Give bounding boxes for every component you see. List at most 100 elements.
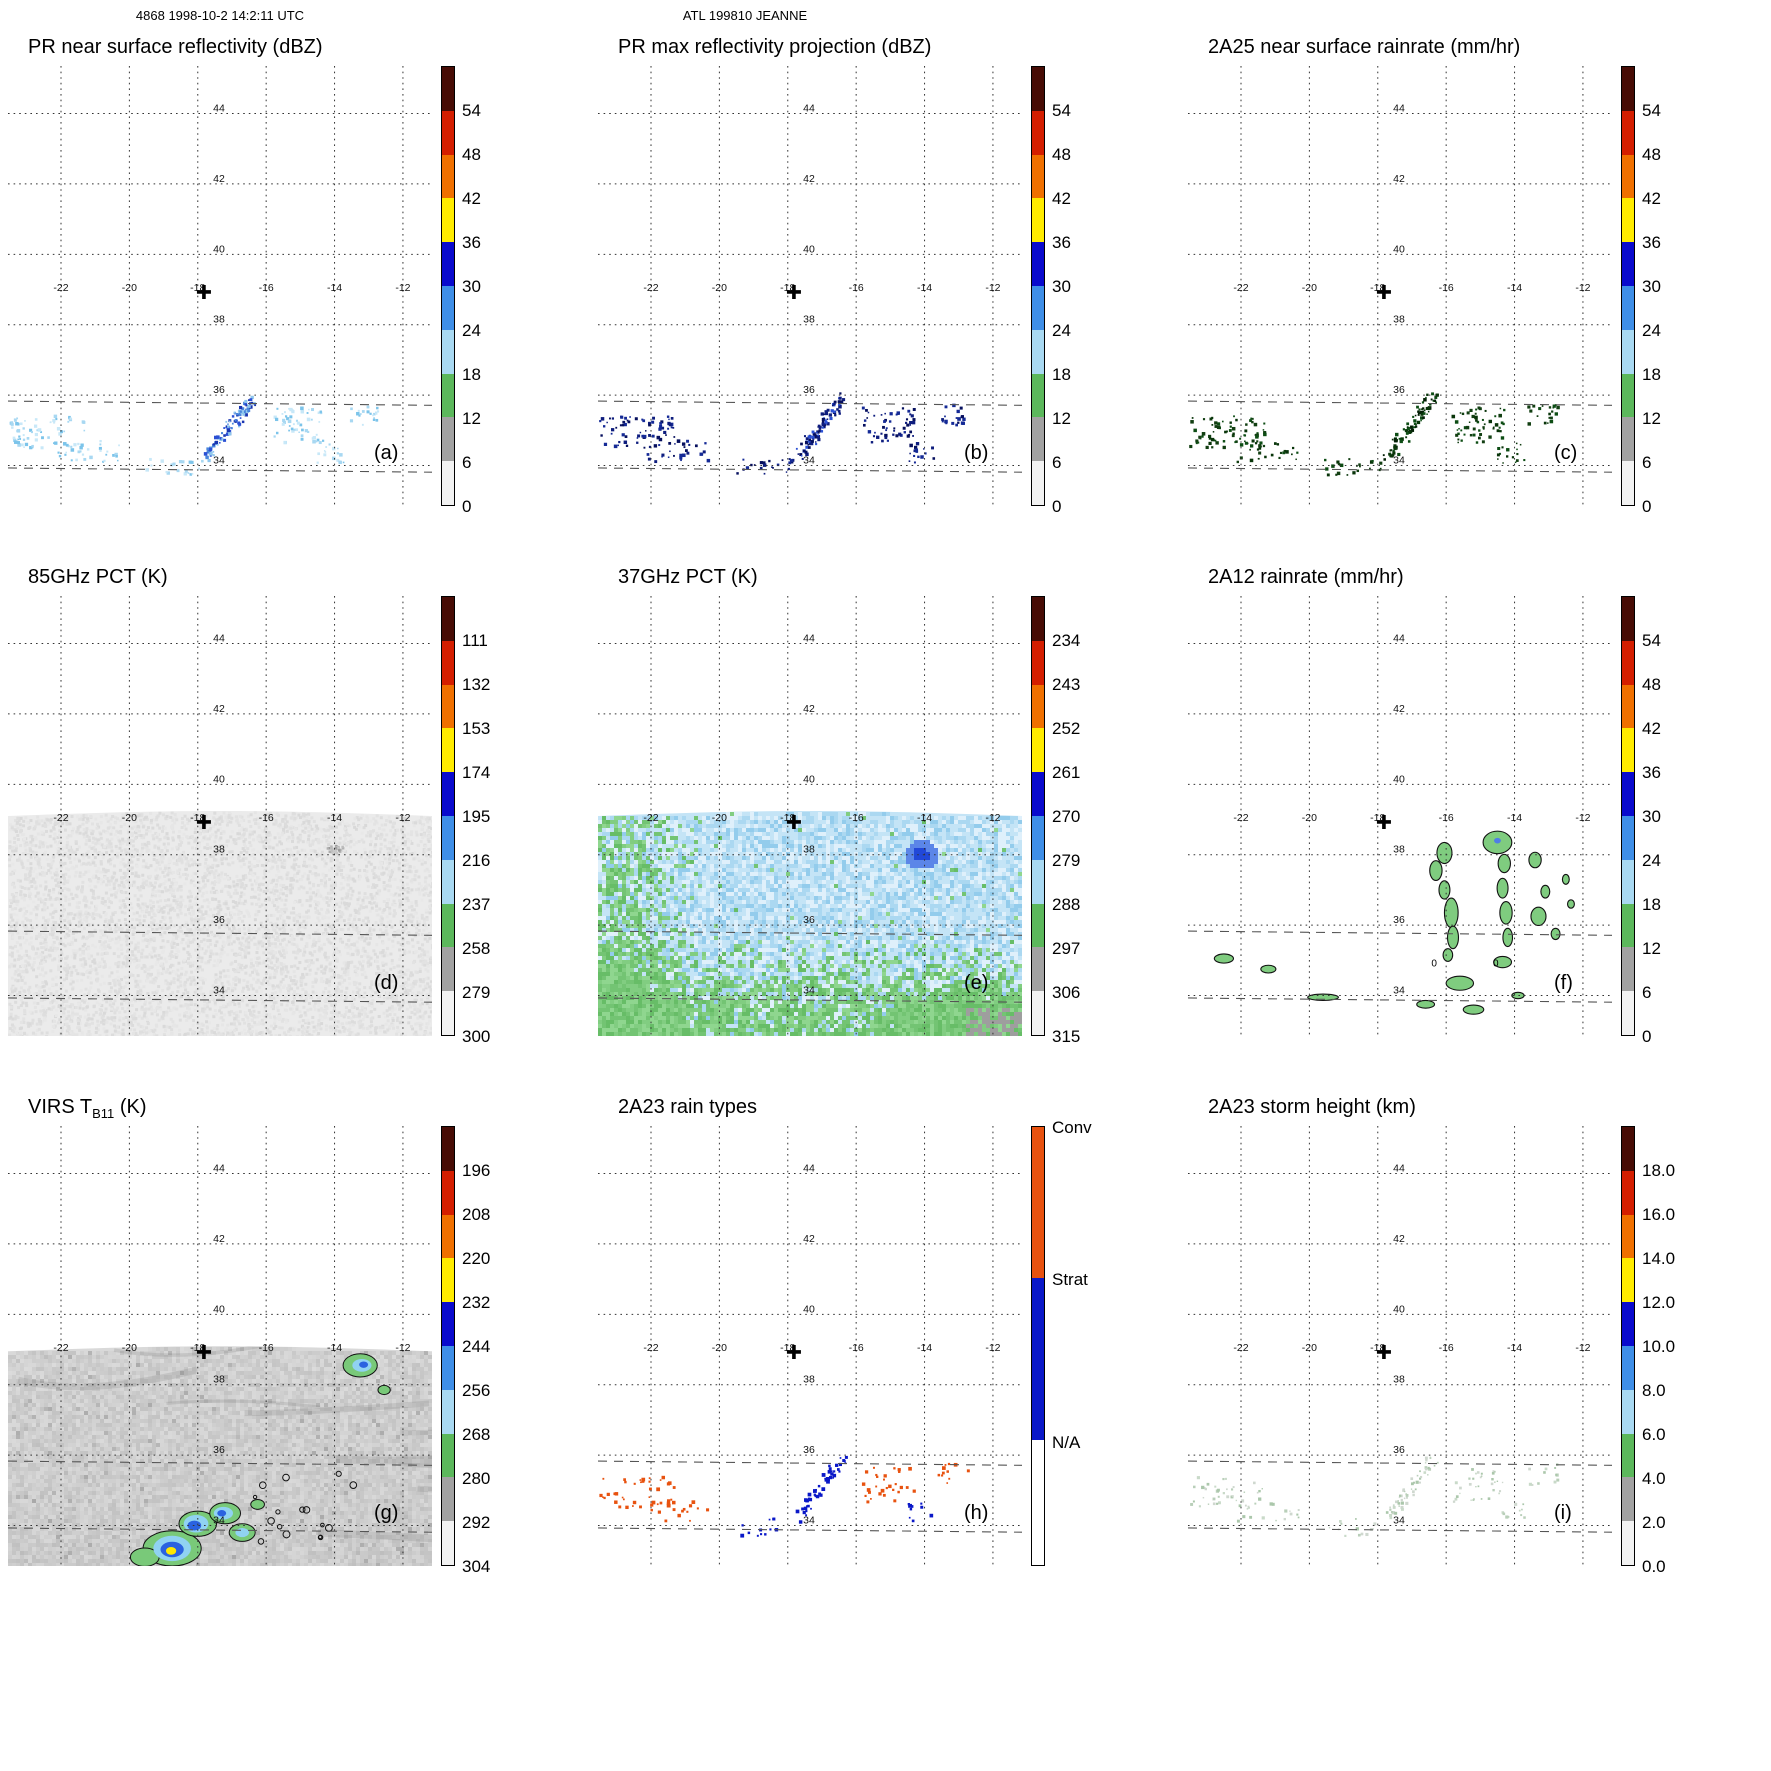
colorbar-segment	[442, 1302, 454, 1346]
colorbar-tick-label: 237	[462, 895, 491, 914]
colorbar-tick-label: 279	[1052, 851, 1081, 870]
colorbar-segment	[1622, 1302, 1634, 1346]
colorbar-segment	[1032, 67, 1044, 111]
colorbar-e	[1031, 596, 1045, 1036]
colorbar-segment	[1032, 597, 1044, 641]
panel-title-b: PR max reflectivity projection (dBZ)	[618, 36, 932, 58]
colorbar-segment	[442, 1258, 454, 1303]
colorbar-tick-label: 174	[462, 763, 491, 782]
colorbar-segment	[442, 859, 454, 904]
panel-title-c: 2A25 near surface rainrate (mm/hr)	[1208, 36, 1521, 58]
colorbar-segment	[442, 1477, 454, 1522]
map-canvas-a	[8, 66, 432, 506]
colorbar-f	[1621, 596, 1635, 1036]
colorbar-segment	[1622, 242, 1634, 286]
colorbar-tick-label: 42	[462, 189, 481, 208]
colorbar-segment	[1622, 947, 1634, 992]
colorbar-tick-label: 220	[462, 1249, 491, 1268]
colorbar-tick-label: 0	[1642, 497, 1652, 516]
colorbar-tick-label: 208	[462, 1205, 491, 1224]
colorbar-segment	[1032, 816, 1044, 860]
panel-title-text: (K)	[114, 1096, 147, 1118]
colorbar-tick-label: 0	[1642, 1027, 1652, 1046]
colorbar-tick-label: 6.0	[1642, 1425, 1666, 1444]
colorbar-segment	[442, 816, 454, 860]
panel-title-subscript: B11	[92, 1106, 115, 1121]
colorbar-tick-label: 30	[1052, 277, 1071, 296]
colorbar-tick-label: 0	[462, 497, 472, 516]
colorbar-tick-label: 132	[462, 675, 491, 694]
colorbar-tick-label: 24	[1642, 321, 1661, 340]
colorbar-segment	[1622, 728, 1634, 773]
colorbar-segment	[1032, 640, 1044, 685]
panel-c: 2A25 near surface rainrate (mm/hr) (c) 54 4…	[1180, 36, 1770, 520]
colorbar-segment	[442, 684, 454, 729]
panel-e: 37GHz PCT (K) (e) 234 243 252 261 270 279 288 297…	[590, 566, 1180, 1050]
colorbar-segment	[1622, 67, 1634, 111]
colorbar-segment	[1622, 1346, 1634, 1390]
colorbar-segment	[1622, 640, 1634, 685]
map-canvas-f	[1188, 596, 1612, 1036]
colorbar-tick-label: 280	[462, 1469, 491, 1488]
colorbar-segment	[1032, 728, 1044, 773]
colorbar-tick-label: 54	[1642, 101, 1661, 120]
colorbar-tick-label: 36	[462, 233, 481, 252]
colorbar-segment	[1032, 947, 1044, 992]
colorbar-segment	[1622, 859, 1634, 904]
colorbar-tick-label: 232	[462, 1293, 491, 1312]
colorbar-tick-label: 297	[1052, 939, 1081, 958]
colorbar-tick-label: 18	[1052, 365, 1071, 384]
panel-g: VIRS TB11 (K) (g) 196 208 220 232 244 256 268 280…	[0, 1096, 590, 1580]
colorbar-tick-label: 6	[1642, 983, 1652, 1002]
colorbar-segment	[1032, 373, 1044, 418]
colorbar-tick-label: 42	[1642, 189, 1661, 208]
colorbar-tick-label: 24	[1052, 321, 1071, 340]
colorbar-tick-label: 243	[1052, 675, 1081, 694]
colorbar-segment	[442, 242, 454, 286]
colorbar-segment	[442, 417, 454, 462]
colorbar-tick-label: 6	[462, 453, 472, 472]
colorbar-a	[441, 66, 455, 506]
colorbar-segment	[1032, 859, 1044, 904]
colorbar-segment	[1032, 242, 1044, 286]
colorbar-d	[441, 596, 455, 1036]
colorbar-segment	[1622, 903, 1634, 948]
colorbar-segment	[442, 198, 454, 243]
colorbar-segment	[1622, 1389, 1634, 1434]
colorbar-label: Conv	[1052, 1118, 1092, 1137]
panel-title-a: PR near surface reflectivity (dBZ)	[28, 36, 323, 58]
colorbar-segment	[442, 373, 454, 418]
colorbar-h	[1031, 1126, 1045, 1566]
colorbar-tick-label: 42	[1642, 719, 1661, 738]
colorbar-tick-label: 288	[1052, 895, 1081, 914]
colorbar-segment	[442, 1521, 454, 1565]
colorbar-segment	[1032, 991, 1044, 1035]
colorbar-label: N/A	[1052, 1432, 1081, 1452]
colorbar-tick-label: 14.0	[1642, 1249, 1676, 1268]
colorbar-segment	[442, 640, 454, 685]
colorbar-tick-label: 42	[1052, 189, 1071, 208]
map-canvas-c	[1188, 66, 1612, 506]
panel-a: PR near surface reflectivity (dBZ) (a) 54 4…	[0, 36, 590, 520]
colorbar-tick-label: 304	[462, 1557, 491, 1576]
colorbar-segment	[1622, 1127, 1634, 1171]
colorbar-tick-label: 18	[1642, 895, 1661, 914]
map-canvas-h	[598, 1126, 1022, 1566]
colorbar-tick-label: 261	[1052, 763, 1081, 782]
colorbar-tick-label: 216	[462, 851, 491, 870]
colorbar-tick-label: 48	[1052, 145, 1071, 164]
colorbar-b	[1031, 66, 1045, 506]
colorbar-tick-label: 36	[1052, 233, 1071, 252]
colorbar-segment	[1622, 991, 1634, 1035]
colorbar-tick-label: 252	[1052, 719, 1081, 738]
colorbar-segment	[1032, 329, 1044, 374]
colorbar-segment	[1622, 373, 1634, 418]
colorbar-tick-label: 12.0	[1642, 1293, 1676, 1312]
colorbar-segment	[1622, 286, 1634, 330]
panel-letter-i: (i)	[1554, 1502, 1572, 1524]
colorbar-segment	[1622, 198, 1634, 243]
colorbar-tick-label: 48	[462, 145, 481, 164]
panel-letter-c: (c)	[1554, 442, 1578, 464]
panel-letter-h: (h)	[964, 1502, 989, 1524]
